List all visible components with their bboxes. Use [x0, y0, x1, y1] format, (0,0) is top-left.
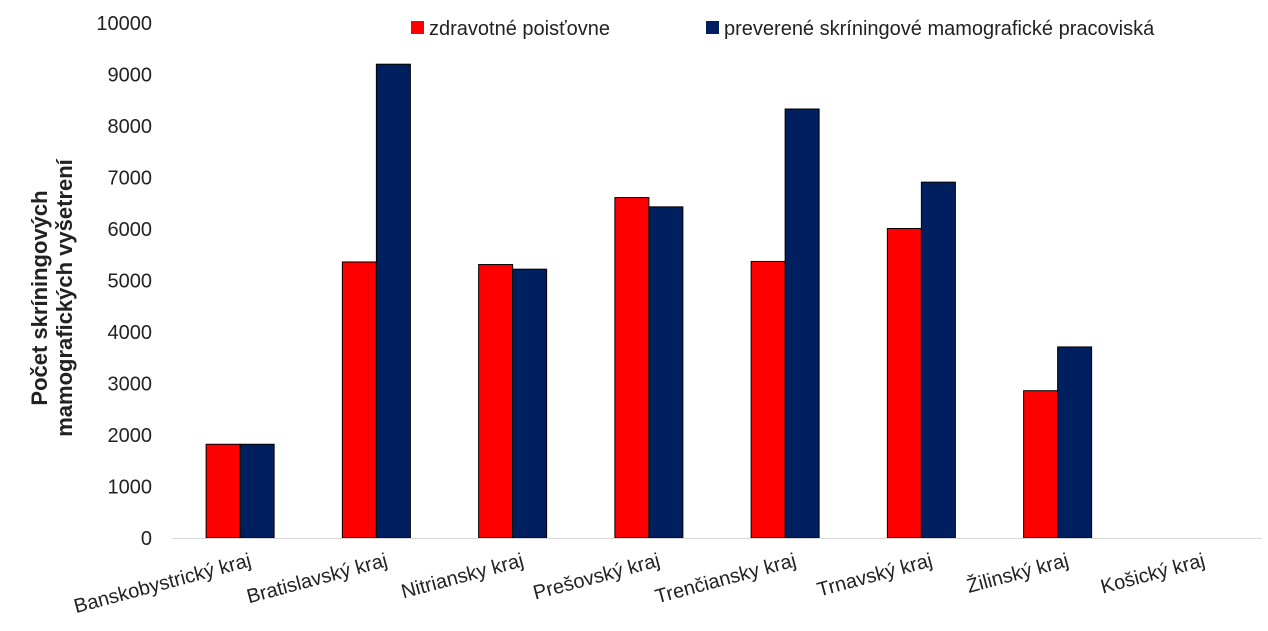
bar-series-2: [512, 268, 548, 539]
y-tick-label: 7000: [108, 168, 153, 190]
y-tick-label: 6000: [108, 219, 153, 241]
x-category-label: Bratislavský kraj: [244, 550, 389, 609]
x-category-label: Žilinský kraj: [964, 549, 1071, 598]
y-axis-title: Počet skríningových mamografických vyšet…: [27, 158, 77, 436]
y-tick-label: 3000: [108, 374, 153, 396]
bar-series-1: [1023, 390, 1059, 539]
bar-series: [205, 63, 1093, 539]
bar-series-1: [750, 260, 786, 539]
y-tick-label: 8000: [108, 116, 153, 138]
bar-series-2: [375, 63, 411, 539]
legend-label: zdravotné poisťovne: [429, 18, 610, 40]
y-tick-label: 5000: [108, 271, 153, 293]
bar-series-2: [648, 206, 684, 539]
y-tick-label: 1000: [108, 477, 153, 499]
bar-series-2: [920, 181, 956, 539]
bar-series-1: [614, 197, 650, 539]
x-category-label: Banskobystrický kraj: [72, 550, 254, 618]
bar-series-2: [1057, 346, 1093, 539]
bar-series-1: [205, 443, 241, 539]
x-category-label: Prešovský kraj: [531, 550, 662, 605]
y-axis-ticks: 0 1000 2000 3000 4000 5000 6000 7000 8000 9000 100…: [96, 13, 152, 550]
legend-swatch: [706, 21, 719, 34]
legend-label: preverené skríningové mamografické praco…: [724, 18, 1155, 40]
x-category-label: Trenčiansky kraj: [653, 550, 799, 609]
bar-series-2: [784, 108, 820, 539]
y-axis-title-line-1: Počet skríningových: [27, 190, 52, 405]
x-category-label: Nitriansky kraj: [399, 550, 526, 604]
y-tick-label: 10000: [96, 13, 152, 35]
bar-series-2: [239, 443, 275, 539]
bar-series-1: [886, 227, 922, 539]
y-tick-label: 0: [141, 528, 152, 550]
legend: zdravotné poisťovne preverené skríningové…: [411, 18, 1155, 40]
legend-swatch: [411, 21, 424, 34]
y-tick-label: 9000: [108, 65, 153, 87]
x-category-label: Košický kraj: [1098, 550, 1207, 599]
y-axis-title-line-2: mamografických vyšetrení: [52, 158, 77, 436]
y-tick-label: 4000: [108, 322, 153, 344]
bar-series-1: [478, 264, 514, 539]
x-category-label: Trnavský kraj: [815, 550, 935, 602]
y-tick-label: 2000: [108, 425, 153, 447]
bar-series-1: [341, 261, 377, 539]
